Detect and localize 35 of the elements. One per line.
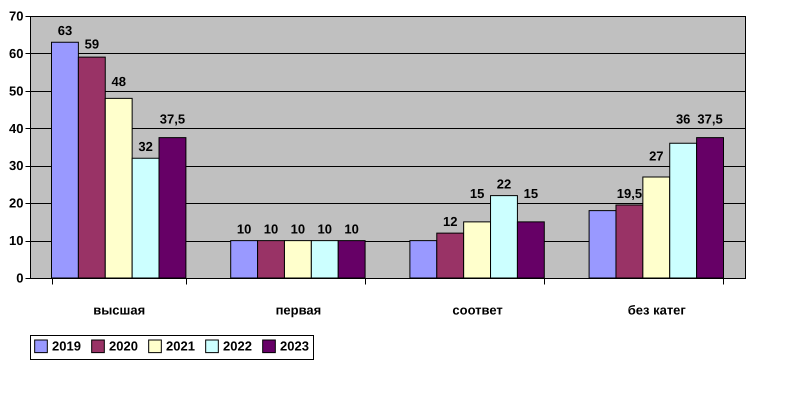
data-label: 63 xyxy=(58,23,72,38)
y-tick-label: 10 xyxy=(9,233,24,248)
data-label: 15 xyxy=(524,186,538,202)
x-tick-label: без катег xyxy=(628,302,686,318)
data-label: 19,5 xyxy=(616,186,642,202)
legend-label: 2019 xyxy=(52,338,81,354)
x-tick-label: соответ xyxy=(452,302,503,318)
x-tick-label: первая xyxy=(276,302,322,318)
y-tick-label: 70 xyxy=(9,8,24,24)
data-label: 59 xyxy=(84,36,100,52)
data-label: 32 xyxy=(138,139,153,154)
legend-label: 2021 xyxy=(166,338,195,354)
x-tick-label: высшая xyxy=(93,302,146,318)
data-label: 37,5 xyxy=(160,111,186,126)
legend-label: 2020 xyxy=(109,338,138,354)
data-label: 36 xyxy=(676,111,690,126)
y-tick-label: 40 xyxy=(9,120,24,136)
data-label: 12 xyxy=(442,214,458,230)
y-tick-label: 20 xyxy=(9,196,24,211)
data-label: 37,5 xyxy=(697,111,723,126)
y-tick-label: 50 xyxy=(9,83,24,98)
data-label: 10 xyxy=(344,222,359,237)
data-label: 10 xyxy=(290,222,306,237)
data-label: 10 xyxy=(318,222,332,237)
data-label: 10 xyxy=(264,222,278,237)
legend-label: 2023 xyxy=(280,338,309,354)
data-label: 10 xyxy=(236,222,252,237)
y-tick-label: 0 xyxy=(16,270,24,286)
y-tick-label: 60 xyxy=(9,46,24,61)
data-label: 48 xyxy=(111,74,126,89)
data-label: 15 xyxy=(470,186,484,202)
data-label: 22 xyxy=(496,176,512,192)
legend-label: 2022 xyxy=(223,338,252,354)
data-label: 27 xyxy=(649,148,664,164)
y-tick-label: 30 xyxy=(9,158,24,174)
